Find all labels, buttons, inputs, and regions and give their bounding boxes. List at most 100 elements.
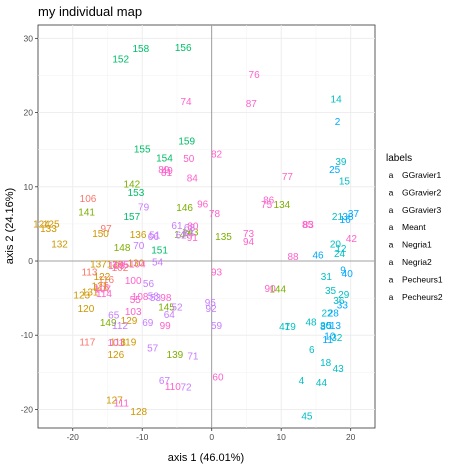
point-label: 84: [187, 173, 199, 184]
legend-key: a: [389, 274, 394, 284]
point-label: 137: [90, 259, 107, 270]
point-label: 129: [121, 316, 138, 327]
point-label: 128: [130, 407, 147, 418]
point-label: 55: [130, 295, 142, 306]
major-gridlines: [38, 25, 375, 428]
point-label: 125: [43, 219, 60, 230]
point-label: 143: [182, 228, 199, 239]
point-label: 65: [108, 311, 120, 322]
legend-key: a: [389, 205, 394, 215]
legend-label: Negria1: [402, 240, 432, 250]
point-label: 103: [125, 307, 142, 318]
legend-key: a: [389, 170, 394, 180]
point-label: 134: [274, 200, 291, 211]
point-labels: 1069710211611511711312412513313215012212…: [33, 43, 359, 423]
point-label: 133: [40, 224, 57, 235]
point-label: 88: [287, 252, 299, 263]
point-label: 154: [156, 153, 173, 164]
point-label: 152: [112, 55, 129, 66]
x-tick-label: -20: [67, 432, 80, 442]
y-tick-label: 0: [28, 256, 33, 266]
point-label: 16: [340, 215, 352, 226]
point-label: 5: [326, 321, 332, 332]
point-label: 142: [123, 179, 140, 190]
legend-key: a: [389, 292, 394, 302]
point-label: 56: [143, 279, 155, 290]
y-tick-label: 20: [24, 108, 34, 118]
point-label: 10: [324, 331, 336, 342]
point-label: 58: [148, 291, 160, 302]
point-label: 139: [167, 350, 184, 361]
point-label: 77: [282, 172, 294, 183]
point-label: 52: [171, 303, 183, 314]
point-label: 97: [101, 224, 113, 235]
point-label: 61: [171, 221, 183, 232]
plot-panel: [37, 24, 376, 429]
point-label: 155: [134, 144, 151, 155]
point-label: 74: [180, 97, 192, 108]
reference-lines: [38, 25, 375, 428]
y-axis-title: axis 2 (24.16%): [4, 188, 16, 264]
point-label: 22: [321, 308, 333, 319]
point-label: 30: [320, 321, 332, 332]
point-label: 28: [328, 308, 340, 319]
point-label: 18: [320, 358, 332, 369]
point-label: 92: [205, 304, 217, 315]
point-label: 89: [158, 165, 170, 176]
point-label: 45: [301, 412, 313, 423]
point-label: 120: [78, 304, 95, 315]
point-label: 21: [332, 212, 344, 223]
legend-label: Negria2: [402, 257, 432, 267]
point-label: 63: [183, 228, 195, 239]
point-label: 2: [335, 117, 341, 128]
point-label: 113: [81, 268, 97, 279]
point-label: 75: [261, 200, 273, 211]
point-label: 60: [212, 372, 224, 383]
point-label: 136: [130, 230, 147, 241]
point-label: 73: [243, 229, 255, 240]
x-axis-title: axis 1 (46.01%): [168, 452, 244, 464]
point-label: 109: [108, 261, 125, 272]
point-label: 126: [107, 350, 124, 361]
point-label: 69: [142, 318, 154, 329]
point-label: 122: [94, 272, 111, 283]
point-label: 87: [246, 99, 258, 110]
point-label: 118: [110, 337, 126, 348]
point-label: 64: [164, 310, 176, 321]
point-label: 6: [309, 345, 315, 356]
point-label: 105: [112, 260, 129, 271]
point-label: 123: [73, 291, 90, 302]
y-tick-label: -10: [21, 330, 34, 340]
legend-label: Pecheurs1: [402, 274, 443, 284]
point-label: 82: [211, 150, 223, 161]
point-label: 19: [285, 322, 297, 333]
point-label: 151: [151, 245, 168, 256]
point-label: 38: [342, 212, 354, 223]
point-label: 99: [160, 321, 172, 332]
point-label: 86: [263, 196, 275, 207]
point-label: 62: [176, 231, 188, 242]
point-label: 72: [180, 383, 192, 394]
minor-gridlines: [38, 25, 375, 428]
legend-label: GGravier2: [402, 187, 441, 197]
point-label: 119: [120, 337, 136, 348]
legend-label: Meant: [402, 222, 426, 232]
legend-key: a: [389, 222, 394, 232]
point-label: 53: [150, 293, 162, 304]
point-label: 150: [92, 229, 109, 240]
point-label: 13: [330, 321, 342, 332]
point-label: 35: [325, 286, 337, 297]
point-label: 80: [187, 222, 199, 233]
point-label: 104: [129, 259, 146, 270]
point-label: 9: [340, 265, 346, 276]
point-label: 146: [176, 203, 193, 214]
point-label: 50: [183, 154, 195, 165]
y-axis-ticks: -20 -10 0 10 20 30: [21, 33, 38, 414]
point-label: 32: [331, 333, 343, 344]
point-label: 148: [114, 243, 131, 254]
legend-label: GGravier1: [402, 170, 441, 180]
x-tick-label: 10: [276, 432, 286, 442]
point-label: 59: [211, 321, 223, 332]
point-label: 83: [303, 220, 315, 231]
point-label: 36: [333, 296, 345, 307]
